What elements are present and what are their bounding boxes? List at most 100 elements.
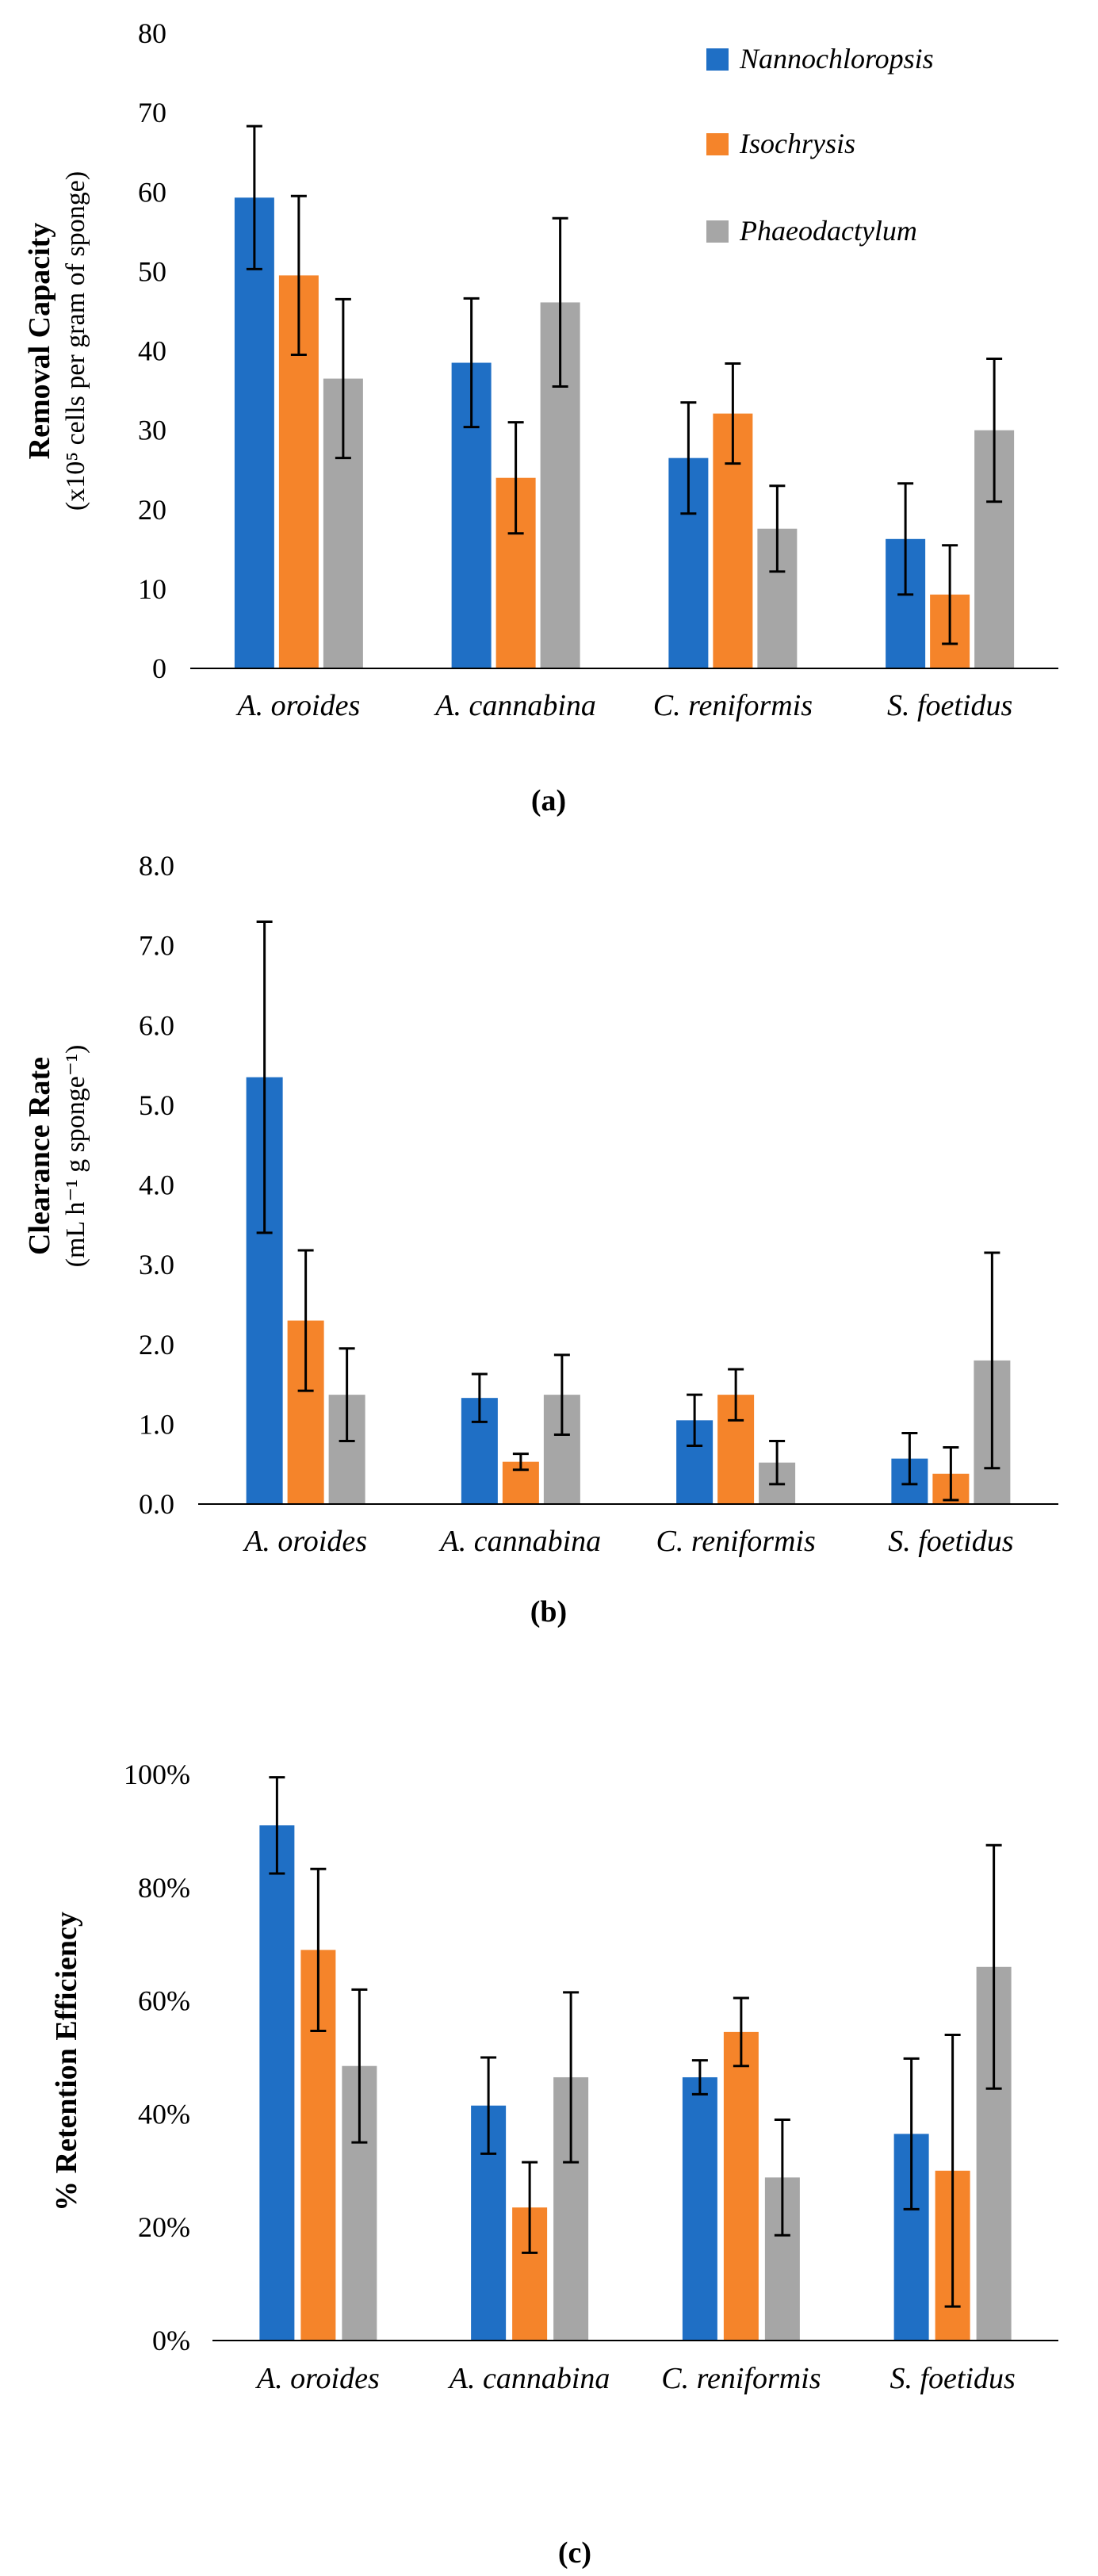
y-axis-title-b: Clearance Rate — [23, 1057, 56, 1255]
x-category-label-a-c-reniformis: C. reniformis — [653, 689, 813, 722]
x-category-label-b-a-cannabina: A. cannabina — [438, 1525, 602, 1558]
error-bar-b-nannochloropsis-a-cannabina — [471, 1372, 488, 1423]
y-tick-label-b-0: 0.0 — [139, 1488, 174, 1520]
y-tick-label-b-3: 3.0 — [139, 1249, 174, 1280]
y-tick-label-a-5: 50 — [138, 255, 166, 287]
x-category-label-c-a-oroides: A. oroides — [254, 2362, 380, 2395]
chart-panel-a: 0 10 20 30 40 50 60 70 80 A. oroides A. cannabina… — [23, 17, 1058, 817]
error-bar-b-nannochloropsis-c-reniformis — [687, 1393, 703, 1448]
error-bar-b-nannochloropsis-a-oroides — [256, 920, 273, 1234]
error-bar-c-nannochloropsis-c-reniformis — [691, 2059, 708, 2096]
x-category-label-b-s-foetidus: S. foetidus — [888, 1525, 1013, 1558]
legend: Nannochloropsis Isochrysis Phaeodactylum — [706, 43, 934, 247]
error-bar-b-isochrysis-s-foetidus — [943, 1446, 959, 1502]
error-bar-a-nannochloropsis-s-foetidus — [897, 482, 914, 596]
legend-swatch-phaeodactylum — [706, 220, 729, 243]
error-bar-c-nannochloropsis-s-foetidus — [903, 2057, 920, 2210]
bar-a-nannochloropsis-a-oroides — [234, 197, 274, 669]
error-bar-b-phaeodactylum-a-oroides — [339, 1347, 355, 1443]
error-bar-c-nannochloropsis-a-cannabina — [480, 2056, 497, 2155]
y-tick-label-b-2: 2.0 — [139, 1329, 174, 1361]
x-category-label-c-s-foetidus: S. foetidus — [889, 2362, 1015, 2395]
error-bar-b-phaeodactylum-s-foetidus — [984, 1251, 1000, 1470]
x-ticks-a: A. oroides A. cannabina C. reniformis S. fo… — [235, 689, 1012, 722]
y-tick-label-a-1: 10 — [138, 573, 166, 605]
y-tick-label-a-2: 20 — [138, 494, 166, 526]
bar-c-nannochloropsis-a-oroides — [259, 1825, 295, 2341]
error-bar-a-isochrysis-c-reniformis — [725, 362, 741, 465]
bar-c-isochrysis-c-reniformis — [723, 2031, 759, 2341]
y-tick-label-b-5: 5.0 — [139, 1089, 174, 1121]
error-bar-c-isochrysis-a-oroides — [310, 1867, 327, 2032]
error-bar-c-isochrysis-a-cannabina — [522, 2161, 538, 2254]
x-category-label-b-c-reniformis: C. reniformis — [656, 1525, 815, 1558]
y-ticks-a: 0 10 20 30 40 50 60 70 80 — [138, 17, 166, 684]
bars-group-c — [259, 1825, 1012, 2341]
y-ticks-b: 0.0 1.0 2.0 3.0 4.0 5.0 6.0 7.0 8.0 — [139, 850, 174, 1520]
y-tick-label-a-6: 60 — [138, 176, 166, 208]
error-bars-group-a — [246, 124, 1003, 645]
y-tick-label-a-4: 40 — [138, 335, 166, 367]
error-bar-b-phaeodactylum-a-cannabina — [553, 1353, 570, 1436]
y-tick-label-a-7: 70 — [138, 97, 166, 128]
chart-panel-b: 0.01.02.03.04.05.06.07.08.0 A. oroides A.… — [23, 850, 1058, 1629]
y-axis-subtitle-b: (mL h⁻¹ g sponge⁻¹) — [61, 1045, 90, 1268]
y-tick-label-b-6: 6.0 — [139, 1009, 174, 1041]
error-bar-a-nannochloropsis-c-reniformis — [680, 401, 697, 515]
error-bar-a-phaeodactylum-s-foetidus — [986, 358, 1003, 503]
error-bar-a-isochrysis-a-oroides — [290, 194, 307, 357]
y-tick-label-b-1: 1.0 — [139, 1408, 174, 1440]
x-ticks-c: A. oroides A. cannabina C. reniformis S. fo… — [254, 2362, 1016, 2395]
error-bar-a-phaeodactylum-a-cannabina — [552, 216, 568, 389]
y-tick-label-c-3: 60% — [138, 1985, 190, 2017]
x-category-label-c-a-cannabina: A. cannabina — [447, 2362, 610, 2395]
error-bar-a-nannochloropsis-a-oroides — [246, 124, 262, 270]
error-bars-group-c — [269, 1776, 1002, 2308]
error-bar-b-phaeodactylum-c-reniformis — [769, 1440, 786, 1486]
y-tick-label-a-8: 80 — [138, 17, 166, 49]
x-category-label-a-s-foetidus: S. foetidus — [887, 689, 1012, 722]
y-tick-label-c-4: 80% — [138, 1872, 190, 1904]
error-bar-c-phaeodactylum-a-cannabina — [563, 1991, 580, 2164]
x-category-label-c-c-reniformis: C. reniformis — [661, 2362, 821, 2395]
error-bar-b-nannochloropsis-s-foetidus — [901, 1431, 918, 1486]
y-ticks-c: 0% 20% 40% 60% 80% 100% — [124, 1759, 190, 2356]
x-category-label-a-a-cannabina: A. cannabina — [433, 689, 596, 722]
y-tick-label-c-0: 0% — [152, 2325, 190, 2356]
error-bar-a-isochrysis-s-foetidus — [942, 544, 958, 645]
panel-label-a: (a) — [531, 784, 566, 817]
bars-group-a — [234, 197, 1015, 669]
error-bar-b-isochrysis-a-oroides — [297, 1249, 314, 1392]
y-axis-title-a: Removal Capacity — [23, 223, 56, 460]
y-tick-label-c-5: 100% — [124, 1759, 190, 1790]
error-bar-c-isochrysis-c-reniformis — [733, 1996, 749, 2068]
error-bar-c-nannochloropsis-a-oroides — [269, 1776, 285, 1875]
y-axis-title-c: % Retention Efficiency — [50, 1912, 83, 2211]
legend-label-phaeodactylum: Phaeodactylum — [739, 215, 917, 247]
error-bar-b-isochrysis-c-reniformis — [728, 1368, 744, 1422]
y-axis-subtitle-a: (x10⁵ cells per gram of sponge) — [61, 171, 90, 511]
y-tick-label-c-2: 40% — [138, 2098, 190, 2130]
y-tick-label-a-3: 30 — [138, 415, 166, 446]
legend-label-isochrysis: Isochrysis — [739, 128, 855, 159]
panel-label-b: (b) — [530, 1595, 567, 1629]
x-category-label-b-a-oroides: A. oroides — [242, 1525, 367, 1558]
error-bar-a-isochrysis-a-cannabina — [507, 421, 524, 535]
y-tick-label-b-8: 8.0 — [139, 850, 174, 882]
legend-swatch-nannochloropsis — [706, 48, 729, 71]
error-bar-a-nannochloropsis-a-cannabina — [463, 297, 480, 429]
y-tick-label-b-7: 7.0 — [139, 930, 174, 962]
error-bar-a-phaeodactylum-a-oroides — [335, 297, 351, 460]
y-tick-label-b-4: 4.0 — [139, 1169, 174, 1201]
error-bar-c-phaeodactylum-s-foetidus — [985, 1843, 1002, 2090]
bars-group-b — [246, 1077, 1011, 1504]
x-ticks-b: A. oroides A. cannabina C. reniformis S. fo… — [242, 1525, 1013, 1558]
chart-panel-c: 0% 20% 40% 60% 80% 100% A. oroides A. cannabin… — [50, 1759, 1058, 2570]
error-bars-group-b — [256, 920, 1000, 1502]
error-bar-c-isochrysis-s-foetidus — [944, 2033, 961, 2308]
y-tick-label-c-1: 20% — [138, 2211, 190, 2243]
error-bar-b-isochrysis-a-cannabina — [512, 1453, 529, 1472]
error-bar-c-phaeodactylum-a-oroides — [351, 1988, 368, 2144]
error-bar-a-phaeodactylum-c-reniformis — [769, 484, 786, 573]
